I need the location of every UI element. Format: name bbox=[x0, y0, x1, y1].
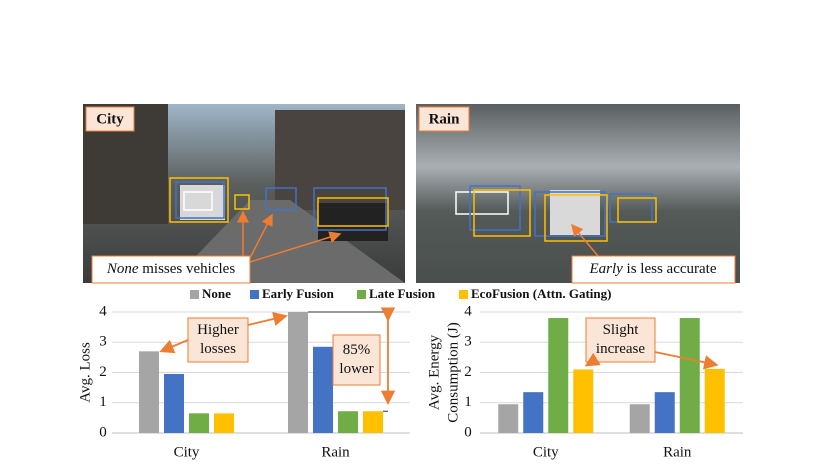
bar bbox=[139, 351, 159, 433]
panel-label: City bbox=[96, 111, 124, 127]
x-tick-label: City bbox=[174, 444, 200, 460]
bar bbox=[338, 411, 358, 433]
annotation-arrow bbox=[159, 339, 189, 354]
legend-label: None bbox=[202, 286, 231, 301]
bar bbox=[629, 404, 650, 433]
legend-label: Early Fusion bbox=[262, 286, 335, 301]
rain-photo: Rain Early is less accurate bbox=[416, 104, 740, 284]
bar bbox=[498, 404, 519, 433]
annotation-text: Slight bbox=[603, 322, 640, 338]
annotation-text: Higher bbox=[197, 322, 239, 338]
bar bbox=[313, 346, 333, 433]
bar bbox=[214, 413, 234, 433]
x-tick-label: City bbox=[533, 444, 559, 460]
x-tick-label: Rain bbox=[663, 444, 692, 460]
annotation-text: losses bbox=[200, 341, 236, 357]
legend-swatch bbox=[459, 290, 468, 299]
bar bbox=[654, 392, 675, 433]
bar bbox=[679, 318, 700, 433]
panel-annotation: None misses vehicles bbox=[106, 261, 235, 277]
annotation-text: is less accurate bbox=[627, 261, 717, 277]
legend-swatch bbox=[250, 290, 259, 299]
legend-swatch bbox=[357, 290, 366, 299]
y-axis-label: Consumption (J) bbox=[445, 322, 461, 422]
panel-label: Rain bbox=[429, 111, 461, 127]
bar bbox=[704, 368, 725, 433]
annotation-emphasis: Early bbox=[588, 261, 623, 277]
y-tick-label: 2 bbox=[99, 364, 107, 380]
bar bbox=[363, 411, 383, 433]
bar bbox=[288, 312, 308, 433]
x-tick-label: Rain bbox=[321, 444, 350, 460]
annotation-arrow bbox=[247, 311, 288, 326]
annotation-arrow bbox=[584, 352, 601, 367]
annotation-emphasis: None bbox=[106, 261, 139, 277]
y-tick-label: 0 bbox=[99, 424, 107, 440]
y-tick-label: 1 bbox=[464, 394, 472, 410]
annotation-box bbox=[332, 334, 381, 386]
bar bbox=[189, 413, 209, 433]
annotation-text: 85% bbox=[343, 342, 371, 358]
legend-swatch bbox=[190, 290, 199, 299]
annotation-arrow bbox=[654, 351, 719, 370]
legend-label: Late Fusion bbox=[369, 286, 436, 301]
y-tick-label: 4 bbox=[464, 303, 472, 319]
y-tick-label: 2 bbox=[464, 364, 472, 380]
annotation-text: increase bbox=[596, 341, 645, 357]
annotation-box bbox=[187, 317, 249, 363]
annotation-text: lower bbox=[339, 361, 373, 377]
city-photo: City None misses vehicles bbox=[83, 104, 405, 284]
bar bbox=[523, 392, 544, 433]
y-axis-label: Avg. Energy bbox=[426, 334, 442, 410]
y-tick-label: 4 bbox=[99, 303, 107, 319]
y-tick-label: 0 bbox=[464, 424, 472, 440]
legend-label: EcoFusion (Attn. Gating) bbox=[471, 286, 611, 301]
y-axis-label: Avg. Loss bbox=[77, 342, 93, 403]
y-tick-label: 3 bbox=[464, 334, 472, 350]
bar bbox=[548, 318, 569, 433]
y-tick-label: 3 bbox=[99, 334, 107, 350]
bar bbox=[164, 374, 184, 433]
panel-annotation: Early is less accurate bbox=[588, 261, 716, 277]
y-tick-label: 1 bbox=[99, 394, 107, 410]
bar bbox=[573, 369, 594, 433]
annotation-text: misses vehicles bbox=[142, 261, 235, 277]
